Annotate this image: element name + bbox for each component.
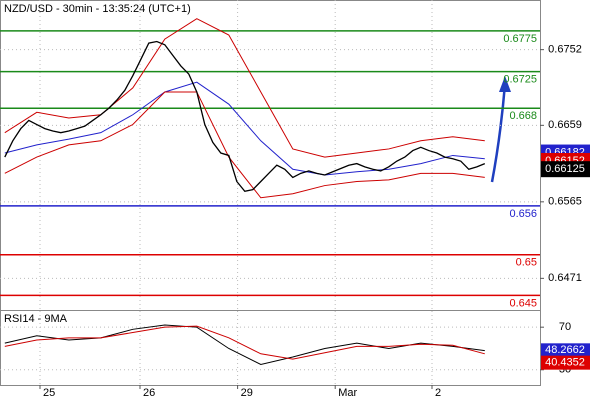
level-label: 0.6725 bbox=[503, 74, 537, 86]
forecast-arrow bbox=[490, 83, 507, 183]
rsi-box bbox=[541, 355, 590, 370]
x-tick-label: Mar bbox=[338, 387, 357, 399]
rsi-line bbox=[4, 324, 485, 365]
level-label: 0.668 bbox=[509, 110, 537, 122]
y-tick-label: 0.6471 bbox=[548, 272, 582, 284]
arrow-head bbox=[499, 76, 511, 92]
y-tick-label: 0.6752 bbox=[548, 44, 582, 56]
rsi-title: RSI14 - 9MA bbox=[4, 313, 68, 325]
price-line bbox=[4, 40, 486, 192]
level-label: 0.645 bbox=[509, 297, 537, 309]
overlay-line bbox=[4, 91, 485, 199]
price-box-label: 0.66125 bbox=[545, 163, 585, 175]
level-label: 0.65 bbox=[516, 257, 537, 269]
overlay-line bbox=[4, 81, 485, 176]
chart-title: NZD/USD - 30min - 13:35:24 (UTC+1) bbox=[4, 3, 191, 15]
x-tick-label: 29 bbox=[241, 387, 253, 399]
x-tick-label: 25 bbox=[43, 387, 55, 399]
price-box bbox=[541, 161, 590, 178]
level-label: 0.6775 bbox=[503, 33, 537, 45]
rsi-box-label: 48.2662 bbox=[545, 344, 585, 356]
level-label: 0.656 bbox=[509, 208, 537, 220]
overlay-line bbox=[4, 18, 485, 158]
y-tick-label: 0.6565 bbox=[548, 196, 582, 208]
rsi-line bbox=[4, 325, 485, 360]
rsi-box-label: 40.4352 bbox=[545, 357, 585, 369]
rsi-box bbox=[541, 343, 590, 358]
rsi-panel bbox=[0, 310, 541, 386]
x-tick-label: 2 bbox=[435, 387, 441, 399]
x-tick-label: 26 bbox=[143, 387, 155, 399]
y-tick-label: 70 bbox=[559, 321, 571, 333]
y-tick-label: 0.6659 bbox=[548, 119, 582, 131]
